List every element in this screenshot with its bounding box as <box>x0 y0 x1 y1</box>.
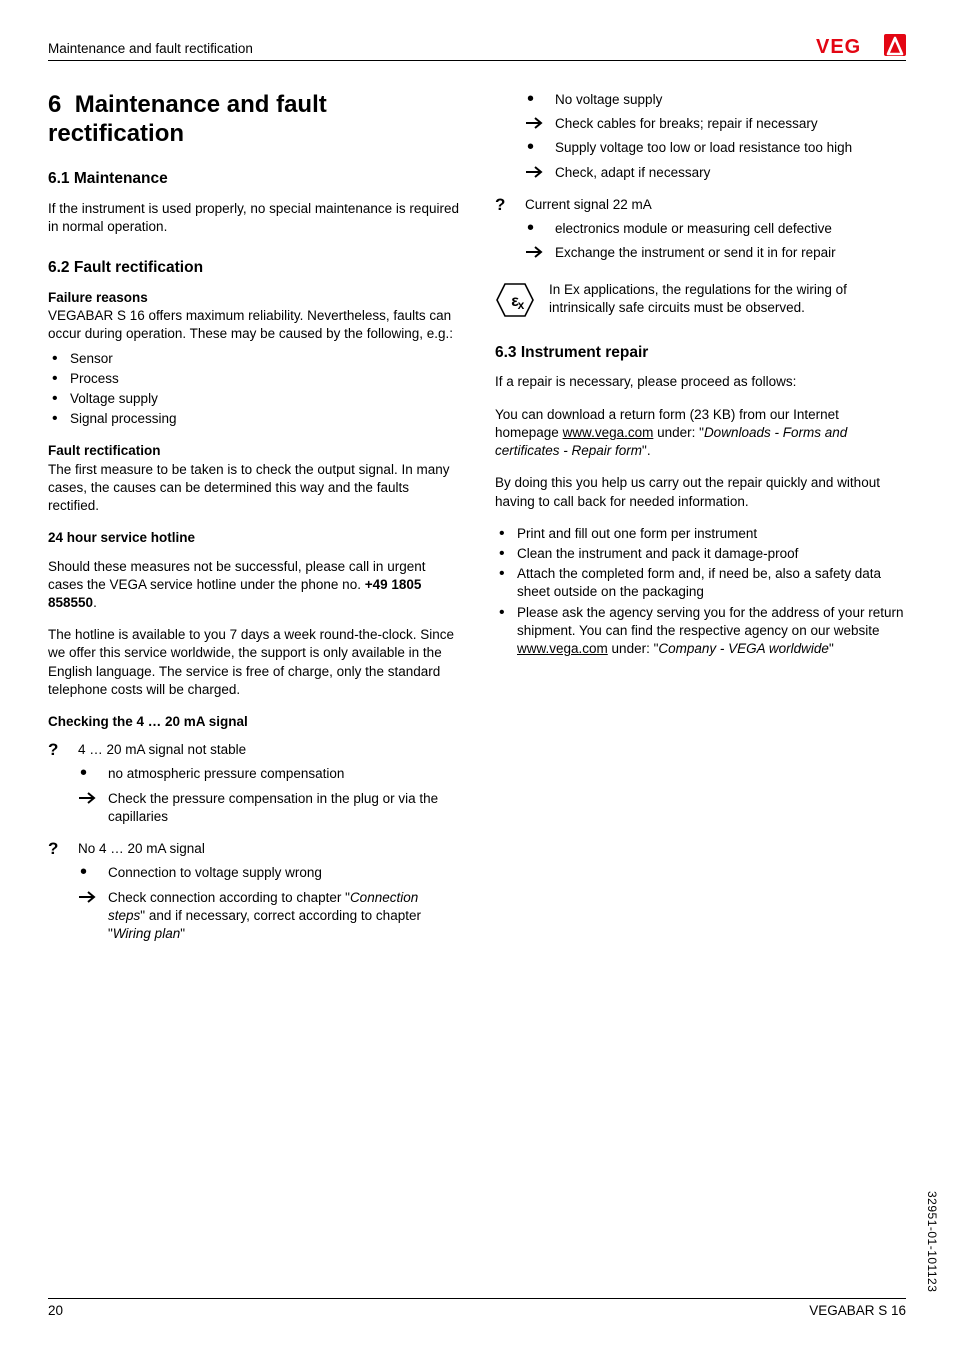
chapter-heading: Maintenance and fault rectification <box>48 91 327 147</box>
question-block-2: ? No 4 … 20 mA signal <box>48 840 459 858</box>
r2-bullet: Supply voltage too low or load resistanc… <box>555 140 852 155</box>
bullet-icon: • <box>527 137 534 157</box>
arrow-right-icon <box>525 116 545 130</box>
document-number: 32951-01-101123 <box>924 1191 940 1292</box>
ex-note-text: In Ex applications, the regulations for … <box>549 281 906 317</box>
r1-arrow-text: Check cables for breaks; repair if neces… <box>555 116 818 131</box>
arrow-right-icon <box>525 245 545 259</box>
list-item: Process <box>48 370 459 388</box>
section-6-3-title: 6.3 Instrument repair <box>495 343 906 364</box>
failure-reasons-list: Sensor Process Voltage supply Signal pro… <box>48 350 459 429</box>
r1-bullet-row: • No voltage supply <box>525 91 906 109</box>
checking-heading: Checking the 4 … 20 mA signal <box>48 713 459 731</box>
hotline-heading: 24 hour service hotline <box>48 529 459 547</box>
page-footer: 20 VEGABAR S 16 <box>48 1298 906 1320</box>
q3-arrow-text: Exchange the instrument or send it in fo… <box>555 245 836 260</box>
q2-details: • Connection to voltage supply wrong Che… <box>78 864 459 943</box>
svg-text:x: x <box>518 298 525 312</box>
q3-arrow-row: Exchange the instrument or send it in fo… <box>525 244 906 262</box>
r1-arrow-row: Check cables for breaks; repair if neces… <box>525 115 906 133</box>
q1-arrow-row: Check the pressure compensation in the p… <box>78 790 459 826</box>
failure-reasons-body: VEGABAR S 16 offers maximum reliability.… <box>48 307 459 343</box>
fault-rectification-heading: Fault rectification <box>48 442 459 460</box>
q2-bullet: Connection to voltage supply wrong <box>108 865 322 880</box>
list-item: Print and fill out one form per instrume… <box>495 525 906 543</box>
bullet-icon: • <box>527 218 534 238</box>
q2-text: No 4 … 20 mA signal <box>78 841 205 856</box>
section-6-1-body: If the instrument is used properly, no s… <box>48 200 459 236</box>
q1-arrow-text: Check the pressure compensation in the p… <box>108 791 438 824</box>
arrow-right-icon <box>78 890 98 904</box>
list-item: Attach the completed form and, if need b… <box>495 565 906 601</box>
svg-text:VEG: VEG <box>816 36 861 58</box>
q1-details: • no atmospheric pressure compensation C… <box>78 765 459 826</box>
s63-body2: You can download a return form (23 KB) f… <box>495 406 906 461</box>
list-item: Clean the instrument and pack it damage-… <box>495 545 906 563</box>
q2-arrow-text: Check connection according to chapter "C… <box>108 890 421 941</box>
failure-reasons-heading: Failure reasons <box>48 289 459 307</box>
hotline-body-1b: . <box>93 595 97 610</box>
hotline-body-2: The hotline is available to you 7 days a… <box>48 626 459 699</box>
question-mark-icon: ? <box>48 739 58 762</box>
s63-body1: If a repair is necessary, please proceed… <box>495 373 906 391</box>
r2-arrow-row: Check, adapt if necessary <box>525 164 906 182</box>
q1-text: 4 … 20 mA signal not stable <box>78 742 246 757</box>
section-6-2-title: 6.2 Fault rectification <box>48 258 459 279</box>
list-item: Sensor <box>48 350 459 368</box>
bullet-icon: • <box>80 862 87 882</box>
q2-bullet-row: • Connection to voltage supply wrong <box>78 864 459 882</box>
right-column: • No voltage supply Check cables for bre… <box>495 91 906 949</box>
vega-link[interactable]: www.vega.com <box>563 425 654 440</box>
list-item: Please ask the agency serving you for th… <box>495 604 906 659</box>
hotline-body-1: Should these measures not be successful,… <box>48 558 459 613</box>
content-columns: 6 Maintenance and fault rectification 6.… <box>48 91 906 949</box>
list-item: Signal processing <box>48 410 459 428</box>
r1-bullet: No voltage supply <box>555 92 662 107</box>
brand-logo: VEG <box>816 34 906 58</box>
repair-steps-list: Print and fill out one form per instrume… <box>495 525 906 659</box>
fault-rectification-body: The first measure to be taken is to chec… <box>48 461 459 516</box>
q3-text: Current signal 22 mA <box>525 197 652 212</box>
bullet-icon: • <box>80 763 87 783</box>
ex-note: ε x In Ex applications, the regulations … <box>495 281 906 319</box>
running-head: Maintenance and fault rectification VEG <box>48 34 906 61</box>
chapter-title: 6 Maintenance and fault rectification <box>48 91 459 149</box>
list-item: Voltage supply <box>48 390 459 408</box>
ex-hexagon-icon: ε x <box>495 281 535 319</box>
running-head-text: Maintenance and fault rectification <box>48 40 253 58</box>
q1-bullet: no atmospheric pressure compensation <box>108 766 344 781</box>
question-mark-icon: ? <box>495 194 505 217</box>
bullet-icon: • <box>527 89 534 109</box>
arrow-right-icon <box>78 791 98 805</box>
r2-arrow-text: Check, adapt if necessary <box>555 165 710 180</box>
section-6-1-title: 6.1 Maintenance <box>48 169 459 190</box>
q2-arrow-row: Check connection according to chapter "C… <box>78 889 459 944</box>
left-column: 6 Maintenance and fault rectification 6.… <box>48 91 459 949</box>
question-block-1: ? 4 … 20 mA signal not stable <box>48 741 459 759</box>
s63-body3: By doing this you help us carry out the … <box>495 474 906 510</box>
arrow-right-icon <box>525 165 545 179</box>
question-block-3: ? Current signal 22 mA <box>495 196 906 214</box>
q3-details: • electronics module or measuring cell d… <box>525 220 906 262</box>
r1-block: • No voltage supply Check cables for bre… <box>525 91 906 182</box>
q1-bullet-row: • no atmospheric pressure compensation <box>78 765 459 783</box>
question-mark-icon: ? <box>48 838 58 861</box>
q3-bullet: electronics module or measuring cell de­… <box>555 221 832 236</box>
chapter-number: 6 <box>48 91 61 118</box>
vega-link[interactable]: www.vega.com <box>517 641 608 656</box>
page-number: 20 <box>48 1302 63 1320</box>
r2-bullet-row: • Supply voltage too low or load resista… <box>525 139 906 157</box>
q3-bullet-row: • electronics module or measuring cell d… <box>525 220 906 238</box>
page: Maintenance and fault rectification VEG … <box>0 0 954 1354</box>
footer-product: VEGABAR S 16 <box>809 1302 906 1320</box>
